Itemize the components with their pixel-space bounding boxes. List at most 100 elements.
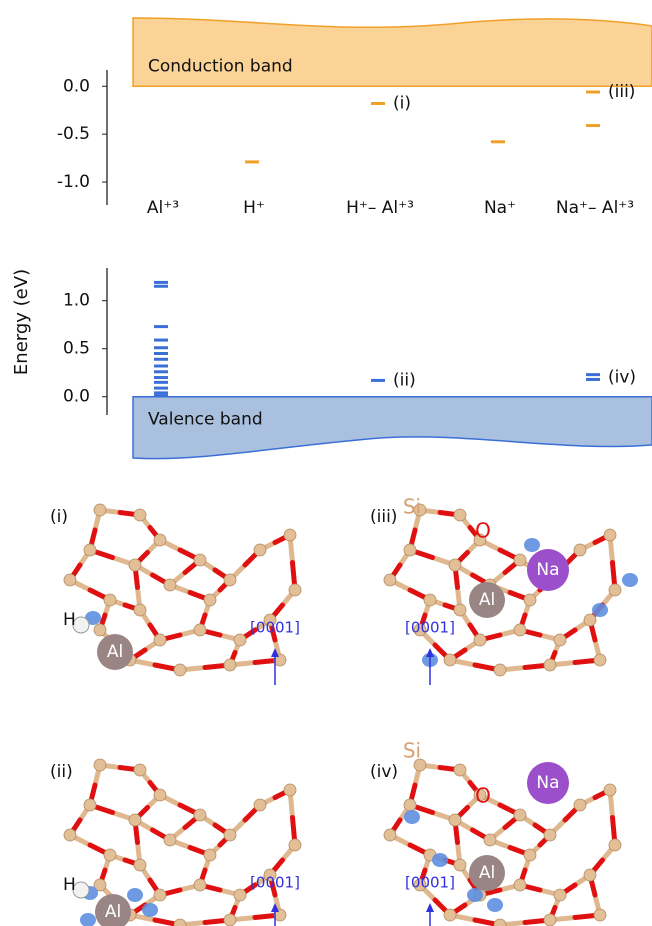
figure: Conduction band0.0-0.5-1.0Al⁺³H⁺H⁺– Al⁺³… — [0, 0, 652, 926]
si-atom — [494, 919, 506, 926]
si-atom — [544, 829, 556, 841]
atom-label: Si — [403, 739, 421, 763]
si-atom — [129, 814, 141, 826]
charge-density — [524, 538, 540, 552]
si-atom — [449, 559, 461, 571]
level-label: (ii) — [393, 370, 416, 390]
si-atom — [134, 764, 146, 776]
category-label: Na⁺– Al⁺³ — [556, 198, 634, 218]
axis-label: [0001] — [405, 874, 455, 892]
charge-density — [142, 903, 158, 917]
axis-arrow-head — [426, 648, 434, 657]
si-atom — [104, 849, 116, 861]
category-label: H⁺ — [243, 198, 265, 218]
si-atom — [404, 799, 416, 811]
si-atom — [594, 909, 606, 921]
si-atom — [154, 889, 166, 901]
si-atom — [524, 849, 536, 861]
charge-density — [592, 603, 608, 617]
si-atom — [134, 509, 146, 521]
si-atom — [384, 574, 396, 586]
si-atom — [254, 544, 266, 556]
si-atom — [284, 529, 296, 541]
charge-density — [487, 898, 503, 912]
si-atom — [544, 914, 556, 926]
atom-label: Al — [107, 642, 123, 662]
si-atom — [94, 624, 106, 636]
axis-arrow-head — [426, 903, 434, 912]
y-tick-label: -1.0 — [57, 172, 90, 192]
atom-label: O — [475, 784, 491, 808]
si-atom — [574, 544, 586, 556]
y-tick-label: 0.5 — [63, 339, 90, 359]
atom-label: Al — [479, 863, 495, 883]
category-label: Al⁺³ — [147, 198, 179, 218]
category-label: H⁺– Al⁺³ — [346, 198, 414, 218]
si-atom — [204, 594, 216, 606]
si-atom — [554, 889, 566, 901]
si-atom — [154, 789, 166, 801]
si-atom — [94, 759, 106, 771]
charge-density — [404, 810, 420, 824]
atom-label: H — [63, 610, 76, 630]
si-atom — [164, 579, 176, 591]
si-atom — [289, 584, 301, 596]
si-atom — [224, 914, 236, 926]
panel-label: (ii) — [50, 762, 73, 782]
si-atom — [194, 554, 206, 566]
si-atom — [234, 889, 246, 901]
si-atom — [289, 839, 301, 851]
charge-density — [127, 888, 143, 902]
si-atom — [424, 594, 436, 606]
si-atom — [154, 634, 166, 646]
structure-panel: (i)HAl[0001] — [50, 504, 301, 685]
si-atom — [204, 849, 216, 861]
y-tick-label: 0.0 — [63, 76, 90, 96]
si-atom — [224, 574, 236, 586]
si-atom — [514, 879, 526, 891]
si-atom — [64, 829, 76, 841]
si-atom — [444, 654, 456, 666]
si-atom — [134, 859, 146, 871]
si-atom — [494, 664, 506, 676]
y-tick-label: 1.0 — [63, 291, 90, 311]
si-atom — [484, 834, 496, 846]
si-atom — [449, 814, 461, 826]
si-atom — [164, 834, 176, 846]
si-atom — [454, 859, 466, 871]
level-label: (iv) — [608, 368, 636, 388]
si-atom — [94, 504, 106, 516]
si-atom — [224, 829, 236, 841]
si-atom — [84, 544, 96, 556]
axis-label: [0001] — [250, 874, 300, 892]
si-atom — [174, 919, 186, 926]
panel-label: (iii) — [370, 507, 397, 527]
y-tick-label: -0.5 — [57, 124, 90, 144]
level-label: (iii) — [608, 82, 635, 102]
axis-label: [0001] — [250, 619, 300, 637]
category-label: Na⁺ — [484, 198, 516, 218]
atom-label: Si — [403, 495, 421, 519]
si-atom — [444, 909, 456, 921]
structure-panel: (iv)SiONaAl[0001] — [370, 739, 621, 926]
si-atom — [64, 574, 76, 586]
si-atom — [194, 879, 206, 891]
si-atom — [584, 614, 596, 626]
band-label: Valence band — [148, 410, 263, 430]
si-atom — [584, 869, 596, 881]
si-atom — [254, 799, 266, 811]
level-label: (i) — [393, 94, 411, 114]
si-atom — [574, 799, 586, 811]
atom-label: O — [475, 519, 491, 543]
si-atom — [594, 654, 606, 666]
si-atom — [554, 634, 566, 646]
y-axis-label: Energy (eV) — [11, 269, 32, 375]
charge-density — [622, 573, 638, 587]
si-atom — [524, 594, 536, 606]
si-atom — [224, 659, 236, 671]
atom-label: Al — [479, 590, 495, 610]
panel-label: (iv) — [370, 762, 398, 782]
si-atom — [454, 764, 466, 776]
si-atom — [104, 594, 116, 606]
